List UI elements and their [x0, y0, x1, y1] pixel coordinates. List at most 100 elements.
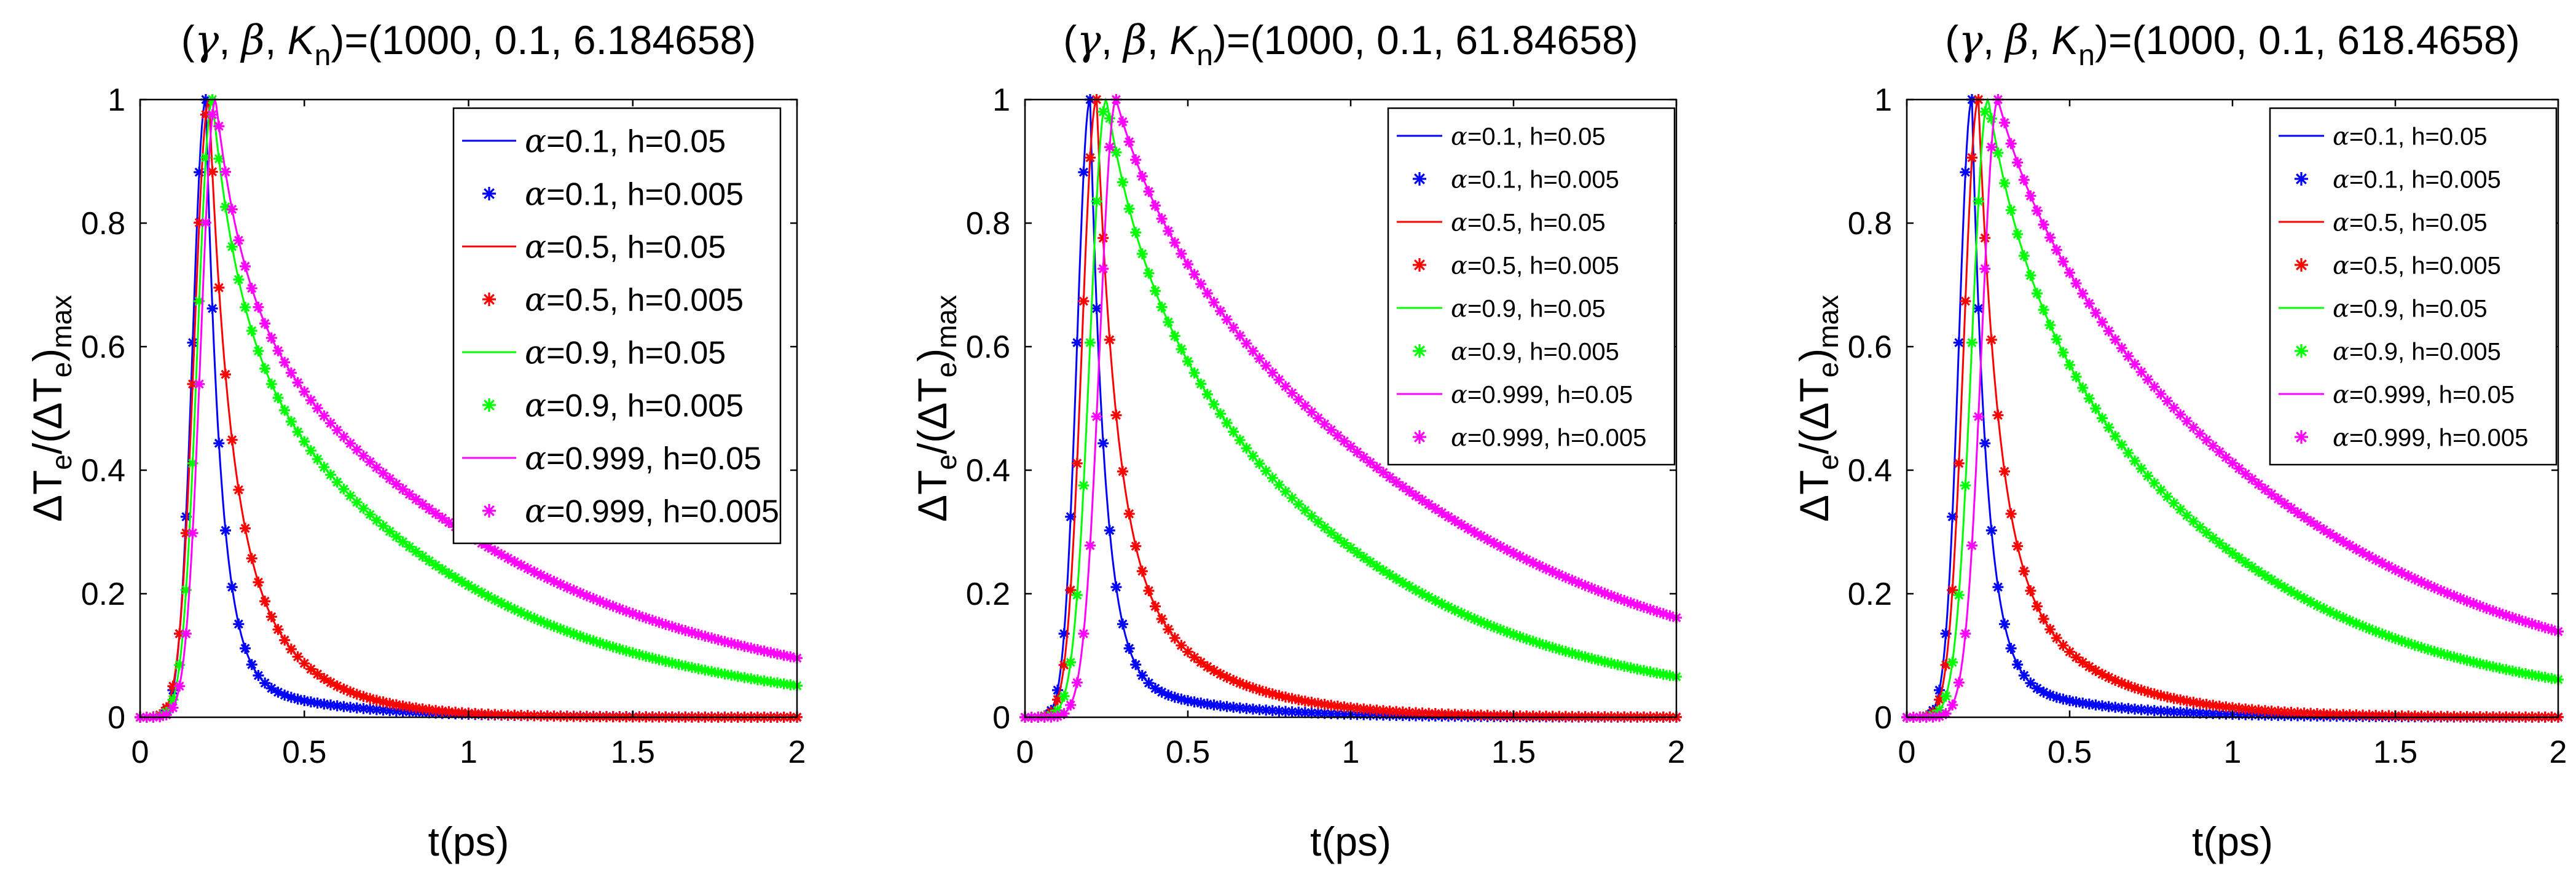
data-point-d2 — [1118, 467, 1128, 476]
data-point — [1169, 632, 1180, 644]
data-point-d2 — [582, 634, 592, 644]
data-point-d2 — [306, 395, 316, 405]
data-point-d2 — [608, 642, 618, 652]
legend-label-text: =0.9, h=0.005 — [1467, 338, 1619, 365]
y-label-sub-max: max — [45, 295, 77, 348]
x-tick-label: 1.5 — [1491, 734, 1536, 770]
data-point — [206, 109, 218, 120]
data-point — [233, 618, 245, 630]
data-point — [1169, 237, 1180, 248]
legend-label-text: =0.999, h=0.05 — [1467, 381, 1633, 408]
data-point-d2 — [1092, 304, 1102, 313]
data-point — [771, 648, 783, 660]
data-point-d2 — [634, 611, 644, 621]
data-point-d2 — [208, 167, 218, 176]
data-point — [1156, 301, 1168, 313]
data-point-d2 — [1483, 620, 1493, 629]
data-point-d2 — [1125, 204, 1134, 214]
data-point — [226, 203, 238, 215]
title-gamma: γ — [1077, 17, 1101, 64]
data-point-d2 — [438, 565, 447, 575]
data-point-d2 — [667, 658, 677, 668]
data-point-d2 — [181, 629, 191, 639]
legend-label-text: =0.5, h=0.05 — [546, 230, 726, 266]
data-point-d2 — [470, 585, 480, 594]
data-point-d2 — [503, 553, 513, 563]
data-point — [1104, 141, 1115, 153]
data-point — [1136, 670, 1148, 682]
data-point-d2 — [1619, 661, 1629, 671]
data-point-d2 — [497, 598, 506, 608]
data-point — [1085, 540, 1096, 551]
data-point — [1117, 116, 1128, 128]
data-point-d2 — [1248, 451, 1258, 461]
data-point-d2 — [280, 405, 289, 415]
data-point — [167, 702, 179, 714]
data-point-d2 — [1105, 335, 1115, 345]
data-point — [259, 318, 271, 329]
data-point — [213, 120, 225, 132]
x-tick-label: 0 — [1016, 734, 1034, 770]
data-point-d2 — [404, 489, 414, 499]
data-point-d2 — [319, 411, 329, 421]
data-point — [410, 494, 422, 505]
data-point-d2 — [1632, 664, 1642, 674]
legend-item: α=0.9, h=0.005 — [482, 388, 744, 425]
data-point-d2 — [667, 621, 677, 631]
legend-label-text: =0.5, h=0.05 — [1467, 209, 1606, 236]
chart-title: (γ, β, Kn)=(1000, 0.1, 6.184658) — [181, 17, 756, 72]
data-point-d2 — [556, 580, 565, 589]
data-point — [1364, 556, 1376, 568]
data-point-d2 — [1235, 435, 1245, 445]
data-point-d2 — [339, 432, 348, 442]
y-label-delta: Δ — [25, 495, 70, 522]
data-point — [1169, 330, 1180, 342]
data-point-d2 — [641, 652, 651, 661]
legend-label: α=0.1, h=0.005 — [1451, 165, 1619, 194]
data-point-d2 — [1502, 627, 1512, 637]
data-point — [1188, 269, 1200, 280]
data-point-d2 — [168, 703, 178, 713]
data-point-d2 — [339, 684, 348, 694]
data-point — [1071, 457, 1083, 469]
data-point — [1163, 623, 1174, 635]
y-axis-label: ΔTe/(ΔTe)max — [909, 295, 962, 522]
data-point-d2 — [1287, 493, 1297, 503]
data-point-d2 — [1105, 526, 1115, 535]
data-point — [1091, 195, 1102, 207]
data-point — [1065, 511, 1077, 522]
data-point-d2 — [1150, 602, 1160, 611]
data-point-d2 — [1059, 691, 1069, 701]
legend-alpha-symbol: α — [1451, 251, 1467, 280]
data-point-d2 — [1431, 596, 1440, 605]
data-point-d2 — [490, 546, 500, 556]
data-point-d2 — [529, 613, 539, 623]
data-point — [1078, 628, 1090, 639]
data-point — [1143, 267, 1155, 279]
series-markers-alpha-0.9 — [1019, 106, 1682, 723]
data-point — [1117, 466, 1128, 478]
data-point-d2 — [760, 646, 769, 656]
data-point-d2 — [1241, 680, 1251, 690]
data-point-d2 — [753, 645, 763, 655]
legend-label-text: =0.999, h=0.05 — [546, 441, 761, 477]
data-point-d2 — [1098, 233, 1108, 243]
data-point-d2 — [1313, 517, 1323, 527]
legend-star-swatch — [1413, 258, 1426, 272]
legend-label: α=0.5, h=0.05 — [1451, 208, 1606, 237]
data-point — [2038, 613, 2049, 625]
x-tick-label: 0.5 — [282, 734, 326, 770]
data-point-d2 — [589, 594, 599, 604]
legend-label: α=0.5, h=0.005 — [1451, 251, 1619, 280]
data-point — [1985, 525, 1997, 537]
x-tick-label: 0.5 — [1166, 734, 1210, 770]
data-point — [1195, 378, 1207, 390]
data-point — [338, 431, 350, 443]
data-point — [1150, 600, 1161, 612]
data-point-d2 — [1456, 608, 1466, 618]
data-point — [436, 512, 448, 524]
title-values: )=(1000, 0.1, 6.184658) — [331, 17, 756, 63]
legend-label-text: =0.999, h=0.005 — [1467, 424, 1646, 451]
data-point-d2 — [234, 235, 243, 245]
data-point-d2 — [1541, 640, 1551, 650]
